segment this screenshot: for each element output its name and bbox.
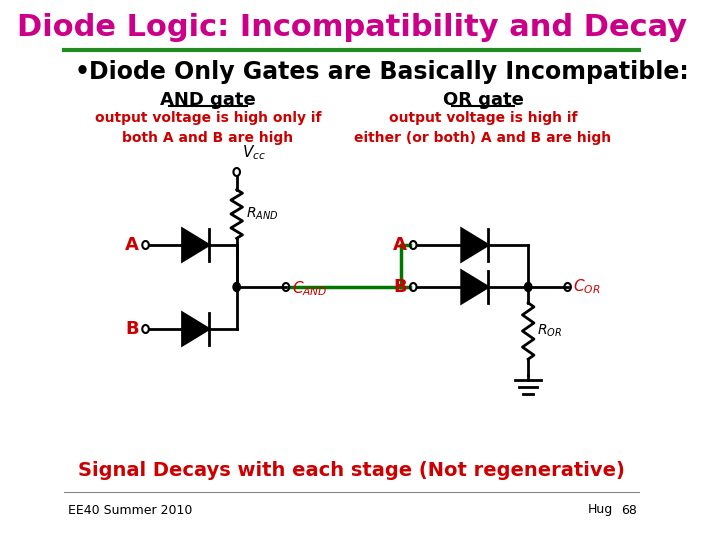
Text: output voltage is high only if
both A and B are high: output voltage is high only if both A an… — [95, 111, 321, 145]
Text: A: A — [393, 236, 407, 254]
Text: output voltage is high if
either (or both) A and B are high: output voltage is high if either (or bot… — [354, 111, 611, 145]
Text: •: • — [74, 60, 89, 84]
Text: B: B — [125, 320, 139, 338]
Polygon shape — [182, 313, 209, 345]
Text: AND gate: AND gate — [160, 91, 256, 109]
Text: Hug: Hug — [588, 503, 613, 516]
Polygon shape — [462, 229, 488, 261]
Text: $R_{OR}$: $R_{OR}$ — [537, 323, 562, 339]
Text: Diode Logic: Incompatibility and Decay: Diode Logic: Incompatibility and Decay — [17, 14, 687, 43]
Polygon shape — [462, 271, 488, 303]
Text: Signal Decays with each stage (Not regenerative): Signal Decays with each stage (Not regen… — [78, 461, 625, 480]
Text: OR gate: OR gate — [443, 91, 523, 109]
Text: B: B — [393, 278, 407, 296]
Text: Diode Only Gates are Basically Incompatible:: Diode Only Gates are Basically Incompati… — [89, 60, 688, 84]
Text: EE40 Summer 2010: EE40 Summer 2010 — [68, 503, 193, 516]
Polygon shape — [182, 229, 209, 261]
Text: $R_{AND}$: $R_{AND}$ — [246, 206, 279, 222]
Text: $C_{OR}$: $C_{OR}$ — [573, 278, 600, 296]
Text: 68: 68 — [621, 503, 637, 516]
Text: A: A — [125, 236, 139, 254]
Text: $V_{cc}$: $V_{cc}$ — [242, 143, 266, 162]
Text: $C_{AND}$: $C_{AND}$ — [292, 280, 328, 298]
Circle shape — [524, 282, 532, 292]
Circle shape — [233, 282, 240, 292]
